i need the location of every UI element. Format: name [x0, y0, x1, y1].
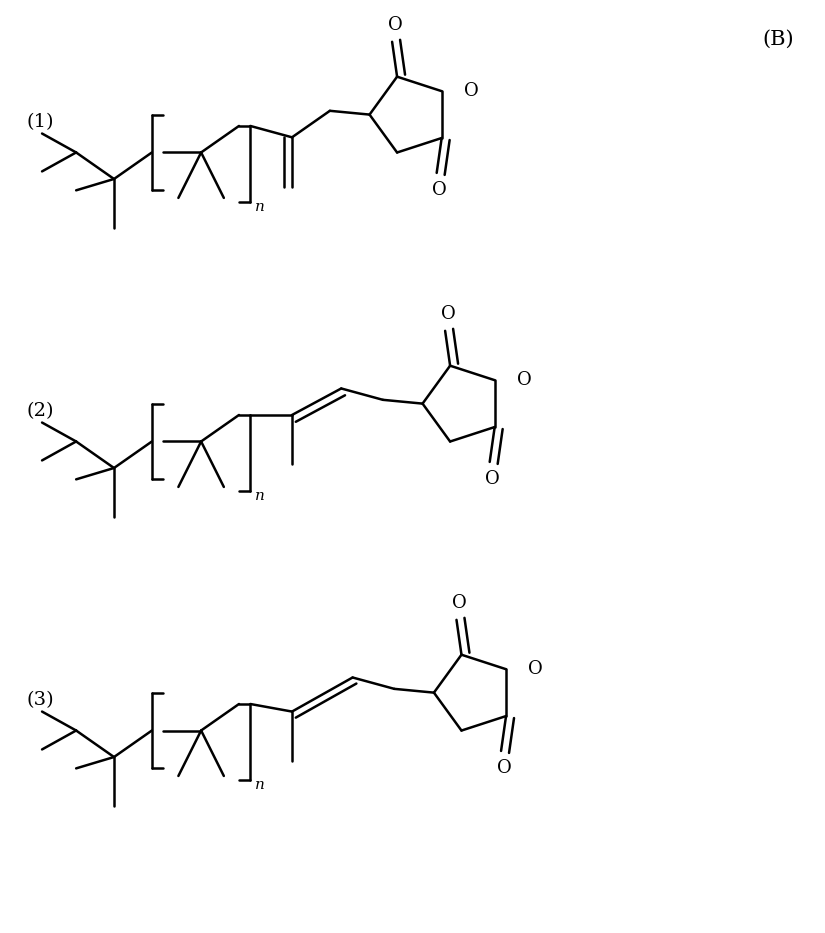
- Text: (3): (3): [26, 691, 54, 709]
- Text: O: O: [432, 181, 447, 199]
- Text: n: n: [255, 778, 265, 792]
- Text: n: n: [255, 200, 265, 214]
- Text: (1): (1): [26, 113, 54, 132]
- Text: O: O: [516, 371, 531, 389]
- Text: (2): (2): [26, 402, 54, 420]
- Text: O: O: [464, 82, 478, 100]
- Text: O: O: [441, 305, 455, 323]
- Text: O: O: [388, 16, 403, 34]
- Text: O: O: [452, 594, 467, 612]
- Text: O: O: [497, 759, 512, 777]
- Text: O: O: [528, 661, 543, 678]
- Text: n: n: [255, 489, 265, 503]
- Text: O: O: [485, 470, 500, 488]
- Text: (B): (B): [762, 30, 794, 49]
